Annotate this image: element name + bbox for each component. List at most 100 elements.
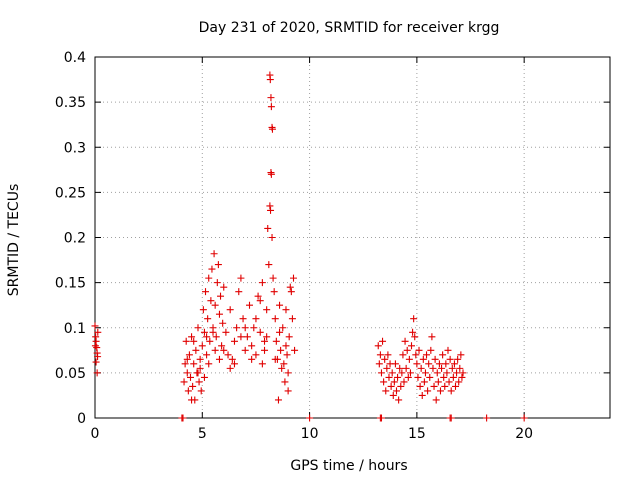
data-point bbox=[208, 265, 216, 273]
x-tick-label: 15 bbox=[408, 426, 426, 442]
y-tick-label: 0.25 bbox=[55, 185, 86, 201]
data-point bbox=[212, 333, 220, 341]
data-point bbox=[184, 387, 192, 395]
data-point bbox=[254, 292, 262, 300]
data-point bbox=[194, 369, 202, 377]
data-point bbox=[284, 369, 292, 377]
data-point bbox=[382, 387, 390, 395]
data-point bbox=[381, 355, 389, 363]
data-point bbox=[444, 346, 452, 354]
data-point bbox=[390, 378, 398, 386]
data-point bbox=[222, 328, 230, 336]
data-point bbox=[445, 378, 453, 386]
data-point bbox=[442, 360, 450, 368]
data-point bbox=[392, 387, 400, 395]
data-point bbox=[224, 351, 232, 359]
data-point bbox=[268, 234, 276, 241]
data-point bbox=[204, 315, 212, 323]
data-point bbox=[230, 360, 238, 368]
data-point bbox=[205, 360, 213, 368]
data-point bbox=[266, 202, 274, 210]
data-point bbox=[206, 337, 214, 345]
data-point bbox=[397, 382, 405, 390]
data-point bbox=[424, 387, 432, 395]
data-point bbox=[265, 261, 273, 269]
data-point bbox=[415, 346, 423, 354]
data-point bbox=[431, 355, 439, 363]
data-point bbox=[404, 373, 412, 381]
data-point bbox=[94, 353, 102, 361]
data-point bbox=[414, 373, 422, 381]
data-point bbox=[190, 337, 198, 345]
data-point bbox=[218, 342, 226, 350]
data-point bbox=[457, 351, 465, 359]
data-point bbox=[418, 391, 426, 399]
data-point bbox=[282, 342, 290, 350]
data-point bbox=[188, 333, 196, 341]
data-point bbox=[374, 342, 382, 350]
data-point bbox=[215, 355, 223, 363]
data-point bbox=[230, 337, 238, 345]
data-point bbox=[287, 288, 295, 296]
data-point bbox=[416, 382, 424, 390]
data-point bbox=[289, 274, 297, 282]
data-point bbox=[448, 364, 456, 372]
x-tick-label: 5 bbox=[198, 426, 207, 442]
data-point bbox=[267, 103, 275, 111]
data-point bbox=[264, 224, 272, 232]
data-point bbox=[278, 364, 286, 372]
data-point bbox=[274, 396, 282, 404]
data-point bbox=[380, 378, 388, 386]
data-point bbox=[271, 315, 279, 323]
x-tick-label: 0 bbox=[91, 426, 100, 442]
data-point bbox=[389, 391, 397, 399]
data-point bbox=[203, 333, 211, 341]
data-point bbox=[412, 351, 420, 359]
data-point bbox=[426, 373, 434, 381]
data-point bbox=[450, 360, 458, 368]
data-point bbox=[375, 360, 383, 368]
data-point bbox=[261, 337, 269, 345]
data-point bbox=[94, 328, 102, 336]
data-point bbox=[192, 346, 200, 354]
data-point bbox=[434, 378, 442, 386]
data-point bbox=[197, 387, 205, 395]
data-point bbox=[459, 369, 467, 377]
data-point bbox=[277, 346, 285, 354]
x-tick-label: 20 bbox=[515, 426, 533, 442]
data-point bbox=[219, 319, 227, 327]
data-point bbox=[268, 125, 276, 133]
data-point bbox=[188, 396, 196, 404]
x-axis-ticks: 0 5 10 15 20 bbox=[91, 57, 533, 442]
data-point bbox=[217, 292, 225, 300]
data-point bbox=[286, 283, 294, 291]
data-point bbox=[455, 378, 463, 386]
data-point bbox=[233, 324, 241, 332]
data-point bbox=[379, 337, 387, 345]
data-point bbox=[209, 328, 217, 336]
data-point bbox=[200, 328, 208, 336]
data-point bbox=[396, 364, 404, 372]
data-point bbox=[196, 355, 204, 363]
data-point bbox=[387, 382, 395, 390]
data-point bbox=[190, 360, 198, 368]
data-points bbox=[91, 71, 528, 422]
data-point bbox=[430, 382, 438, 390]
data-point bbox=[220, 283, 228, 291]
data-point bbox=[421, 369, 429, 377]
y-tick-label: 0.3 bbox=[64, 140, 86, 156]
data-point bbox=[92, 358, 100, 366]
data-point bbox=[195, 378, 203, 386]
data-point bbox=[239, 315, 247, 323]
data-point bbox=[401, 337, 409, 345]
data-point bbox=[202, 288, 210, 296]
data-point bbox=[263, 306, 271, 314]
data-point bbox=[243, 333, 251, 341]
data-point bbox=[376, 351, 384, 359]
data-point bbox=[417, 364, 425, 372]
chart-title: Day 231 of 2020, SRMTID for receiver krg… bbox=[199, 20, 500, 36]
data-point bbox=[185, 351, 193, 359]
data-point bbox=[291, 346, 299, 354]
data-point bbox=[440, 373, 448, 381]
